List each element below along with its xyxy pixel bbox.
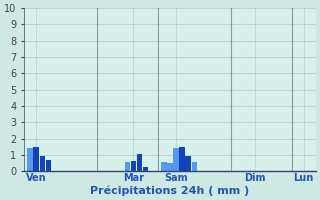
Bar xyxy=(34,147,39,171)
Bar xyxy=(167,163,173,171)
Bar xyxy=(186,156,191,171)
Bar xyxy=(131,161,136,171)
X-axis label: Précipitations 24h ( mm ): Précipitations 24h ( mm ) xyxy=(90,185,250,196)
Bar xyxy=(137,154,142,171)
Bar xyxy=(125,162,130,171)
Bar xyxy=(192,162,197,171)
Bar xyxy=(173,148,179,171)
Bar xyxy=(161,162,167,171)
Bar xyxy=(143,167,148,171)
Bar xyxy=(180,147,185,171)
Bar xyxy=(28,148,33,171)
Bar xyxy=(40,156,45,171)
Bar xyxy=(46,160,51,171)
